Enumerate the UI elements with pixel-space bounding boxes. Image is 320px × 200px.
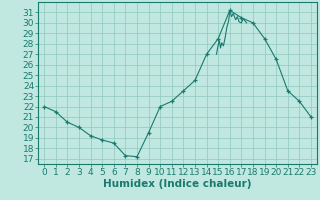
X-axis label: Humidex (Indice chaleur): Humidex (Indice chaleur) xyxy=(103,179,252,189)
